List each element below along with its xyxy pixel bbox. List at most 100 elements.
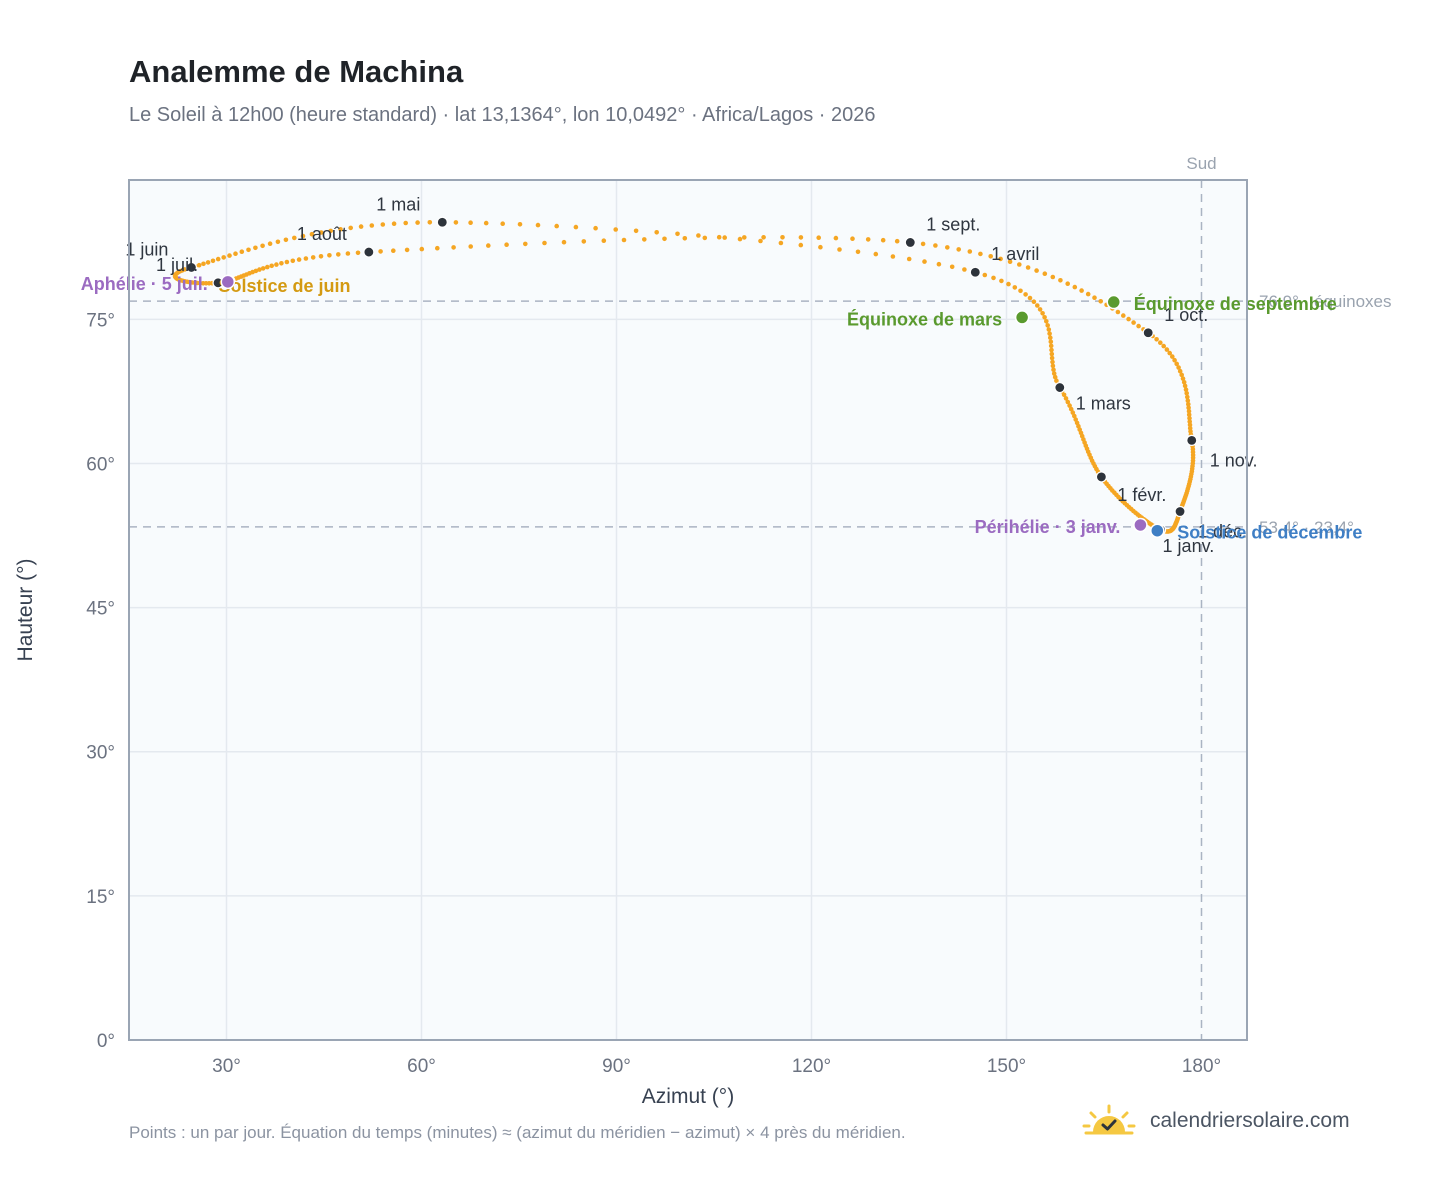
day-point-107 — [675, 231, 680, 237]
day-point-223 — [542, 240, 547, 246]
day-point-242 — [894, 238, 900, 244]
day-point-106 — [696, 233, 701, 238]
day-point-91 — [962, 267, 967, 272]
day-point-82 — [1027, 295, 1033, 301]
day-point-108 — [654, 230, 659, 235]
x-tick-label-5: 180° — [1182, 1056, 1221, 1077]
day-point-204 — [296, 257, 302, 262]
month-label-3: 1 avril — [991, 244, 1039, 264]
day-point-199 — [269, 263, 275, 269]
day-point-228 — [642, 237, 647, 242]
day-point-208 — [327, 253, 332, 258]
day-point-62 — [1052, 374, 1058, 380]
brand[interactable]: calendriersolaire.com — [1082, 1104, 1350, 1138]
day-point-219 — [468, 244, 474, 249]
day-point-86 — [1006, 281, 1011, 287]
day-point-216 — [419, 246, 425, 252]
month-marker-5 — [185, 261, 197, 274]
month-label-6: 1 juil. — [156, 255, 198, 275]
day-point-259 — [1065, 281, 1070, 287]
x-tick-label-1: 60° — [407, 1056, 436, 1077]
month-marker-10 — [1186, 434, 1198, 447]
day-point-133 — [300, 233, 306, 239]
day-point-104 — [737, 236, 743, 242]
day-point-252 — [1007, 259, 1013, 265]
day-point-99 — [837, 247, 842, 252]
x-tick-label-4: 150° — [987, 1056, 1026, 1077]
day-point-64 — [1051, 367, 1056, 373]
day-point-140 — [246, 247, 251, 253]
day-point-225 — [581, 239, 587, 244]
day-point-210 — [345, 251, 351, 256]
day-point-234 — [761, 235, 766, 240]
day-point-96 — [890, 254, 896, 259]
y-tick-label-5: 75° — [86, 310, 115, 331]
day-point-240 — [865, 237, 871, 242]
day-point-141 — [239, 249, 245, 254]
day-point-238 — [833, 235, 839, 241]
day-point-196 — [257, 267, 262, 272]
day-point-134 — [292, 235, 297, 241]
day-point-235 — [780, 235, 785, 240]
event-marker-4 — [1133, 517, 1148, 533]
x-tick-label-0: 30° — [212, 1056, 241, 1077]
day-point-128 — [348, 225, 354, 231]
day-point-75 — [1045, 323, 1050, 328]
day-point-105 — [716, 234, 722, 240]
day-point-89 — [982, 272, 988, 278]
day-point-248 — [967, 249, 973, 254]
month-marker-4 — [436, 216, 448, 228]
day-point-229 — [662, 236, 667, 242]
day-point-256 — [1042, 271, 1048, 277]
day-point-284 — [1177, 368, 1183, 374]
event-label-2: Solstice de juin — [218, 276, 350, 296]
day-point-146 — [210, 258, 216, 264]
day-point-231 — [702, 235, 708, 241]
day-point-142 — [233, 251, 238, 256]
day-point-205 — [303, 256, 309, 261]
day-point-269 — [1126, 316, 1131, 322]
day-point-149 — [196, 262, 202, 268]
day-point-139 — [253, 245, 258, 251]
day-point-115 — [517, 222, 523, 227]
day-point-246 — [945, 245, 950, 250]
day-point-111 — [593, 225, 598, 231]
day-point-207 — [318, 253, 324, 259]
month-label-5: 1 juin — [125, 239, 168, 259]
brand-name[interactable]: calendriersolaire.com — [1150, 1109, 1350, 1132]
month-marker-7 — [363, 246, 375, 258]
day-point-76 — [1044, 319, 1049, 324]
day-point-211 — [355, 250, 361, 256]
day-point-73 — [1047, 331, 1052, 336]
day-point-282 — [1174, 361, 1179, 367]
plot-background — [129, 180, 1247, 1040]
day-point-276 — [1158, 340, 1163, 346]
day-point-277 — [1161, 343, 1166, 349]
day-point-137 — [267, 241, 273, 246]
day-point-227 — [621, 237, 627, 243]
day-point-288 — [1182, 383, 1188, 389]
day-point-215 — [404, 247, 410, 253]
day-point-136 — [275, 239, 281, 245]
event-marker-0 — [1014, 310, 1030, 325]
month-label-1: 1 févr. — [1117, 485, 1166, 505]
day-point-290 — [1184, 391, 1189, 396]
day-point-257 — [1050, 274, 1056, 280]
month-label-11: 1 déc. — [1198, 522, 1247, 542]
day-point-77 — [1042, 315, 1047, 320]
day-point-70 — [1048, 343, 1054, 349]
y-tick-label-1: 15° — [86, 887, 115, 908]
day-point-298 — [1187, 419, 1192, 424]
day-point-74 — [1046, 327, 1052, 332]
day-point-63 — [1051, 371, 1057, 376]
day-point-144 — [221, 255, 226, 260]
day-point-270 — [1131, 320, 1136, 325]
reference-label-0: 76,9° · équinoxes — [1259, 292, 1392, 311]
day-point-217 — [435, 245, 440, 251]
day-point-95 — [906, 256, 912, 262]
day-point-83 — [1023, 292, 1028, 297]
day-point-147 — [205, 260, 211, 265]
day-point-84 — [1018, 288, 1023, 294]
day-point-110 — [613, 227, 618, 232]
